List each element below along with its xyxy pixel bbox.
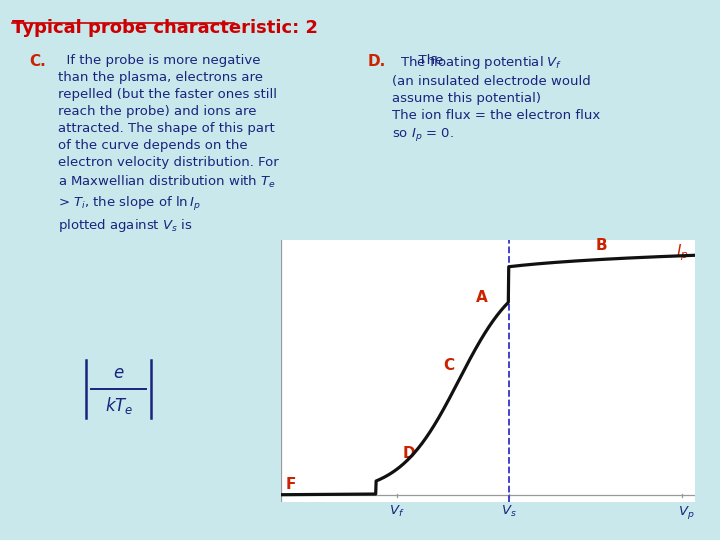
Text: C: C <box>443 358 454 373</box>
Text: If the probe is more negative
than the plasma, electrons are
repelled (but the f: If the probe is more negative than the p… <box>58 54 279 234</box>
Text: The floating potential $V_f$
(an insulated electrode would
assume this potential: The floating potential $V_f$ (an insulat… <box>392 54 600 143</box>
Text: $I_p$: $I_p$ <box>676 243 688 264</box>
Text: The: The <box>410 54 448 67</box>
Text: A: A <box>476 289 487 305</box>
Text: B: B <box>596 238 608 253</box>
Text: F: F <box>286 477 297 492</box>
Text: $V_f$: $V_f$ <box>389 504 405 519</box>
Text: D.: D. <box>367 54 385 69</box>
Text: $kT_e$: $kT_e$ <box>104 395 133 416</box>
Text: $V_s$: $V_s$ <box>500 504 516 519</box>
Text: $V_p$: $V_p$ <box>678 504 695 521</box>
Text: D: D <box>402 446 415 461</box>
Text: $e$: $e$ <box>113 364 125 382</box>
Text: Typical probe characteristic: 2: Typical probe characteristic: 2 <box>12 19 318 37</box>
Text: C.: C. <box>29 54 45 69</box>
